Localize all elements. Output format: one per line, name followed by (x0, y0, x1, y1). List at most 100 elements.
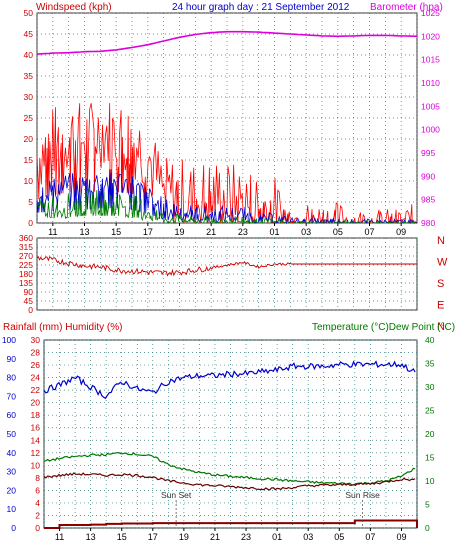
time-tick-label: 13 (86, 532, 96, 542)
temperature-tick-label: 40 (425, 335, 435, 345)
temperature-tick-label: 25 (425, 406, 435, 416)
windspeed-tick-label: 50 (24, 8, 34, 18)
time-tick-label: 23 (238, 227, 248, 237)
dewpoint-line (43, 472, 416, 491)
direction-tick-label: 315 (19, 242, 33, 252)
rainfall-tick-label: 70 (7, 391, 17, 401)
time-tick-label: 03 (301, 227, 311, 237)
wind-average-line (36, 169, 417, 225)
time-tick-label: 19 (179, 532, 189, 542)
humidity-tick-label: 16 (31, 423, 41, 433)
windspeed-tick-label: 25 (24, 113, 34, 123)
sun-annotations: Sun Set Sun Rise (161, 490, 380, 528)
barometer-line (36, 30, 418, 55)
time-tick-label: 09 (396, 227, 406, 237)
humidity-tick-label: 8 (35, 473, 40, 483)
humidity-tick-label: 20 (31, 398, 41, 408)
wind-series (36, 30, 418, 225)
humidity-tick-label: 6 (35, 485, 40, 495)
panel-grid (43, 339, 418, 529)
rainfall-tick-label: 40 (7, 448, 17, 458)
barometer-tick-label: 995 (421, 148, 435, 158)
humidity-tick-label: 18 (31, 410, 41, 420)
temperature-tick-label: 30 (425, 382, 435, 392)
direction-tick-label: 135 (19, 278, 33, 288)
humidity-tick-label: 0 (35, 523, 40, 533)
time-tick-label: 07 (365, 532, 375, 542)
barometer-tick-label: 985 (421, 195, 435, 205)
windspeed-tick-label: 15 (24, 155, 34, 165)
temperature-tick-label: 15 (425, 453, 435, 463)
direction-tick-label: 225 (19, 260, 33, 270)
temperature-tick-label: 35 (425, 359, 435, 369)
wind-low-line (36, 189, 417, 225)
time-tick-label: 19 (174, 227, 184, 237)
time-tick-label: 11 (48, 227, 57, 237)
rainfall-tick-label: 50 (7, 429, 17, 439)
direction-tick-label: 45 (24, 296, 34, 306)
temperature-tick-label: 0 (425, 523, 430, 533)
time-axis: 11 13 15 17 19 21 23 01 03 05 07 09 (55, 528, 406, 542)
humidity-tick-label: 2 (35, 510, 40, 520)
time-tick-label: 17 (143, 227, 153, 237)
humidity-tick-label: 12 (31, 448, 41, 458)
barometer-axis: 980 985 990 995 1000 1005 1010 1015 1020 1025 (421, 8, 440, 228)
rainfall-tick-label: 0 (11, 523, 16, 533)
graph-title: 24 hour graph day : 21 September 2012 (172, 2, 350, 13)
humidity-tick-label: 22 (31, 385, 41, 395)
wind-title: Windspeed (kph) (36, 2, 112, 13)
compass-letter: N (437, 321, 445, 333)
humidity-tick-label: 14 (31, 435, 41, 445)
windspeed-tick-label: 5 (28, 197, 33, 207)
windspeed-tick-label: 35 (24, 71, 34, 81)
barometer-title: Barometer (hpa) (370, 2, 443, 13)
compass-letter: W (437, 257, 448, 269)
direction-tick-label: 0 (28, 305, 33, 315)
time-axis: 11 13 15 17 19 21 23 01 03 05 07 09 (48, 223, 406, 237)
rainfall-tick-label: 90 (7, 354, 17, 364)
temperature-axis: 0 5 10 15 20 25 30 35 40 (425, 335, 435, 533)
direction-tick-label: 90 (24, 287, 34, 297)
time-tick-label: 15 (117, 532, 127, 542)
windspeed-tick-label: 20 (24, 134, 34, 144)
time-tick-label: 03 (303, 532, 313, 542)
temp-series (43, 360, 418, 529)
compass-letter: E (437, 300, 444, 312)
rainfall-line (44, 519, 418, 529)
time-tick-label: 05 (333, 227, 343, 237)
barometer-tick-label: 1005 (421, 101, 440, 111)
humidity-line (43, 360, 416, 400)
time-tick-label: 01 (269, 227, 279, 237)
direction-tick-label: 270 (19, 251, 33, 261)
barometer-tick-label: 980 (421, 218, 435, 228)
rainfall-tick-label: 20 (7, 485, 17, 495)
time-tick-label: 07 (364, 227, 374, 237)
temperature-tick-label: 5 (425, 500, 430, 510)
rainfall-tick-label: 80 (7, 373, 17, 383)
temp-dewpoint-title: Temperature (°C)Dew Point (°C) (312, 322, 455, 333)
rainfall-tick-label: 60 (7, 410, 17, 420)
barometer-tick-label: 1000 (421, 125, 440, 135)
temperature-tick-label: 20 (425, 429, 435, 439)
temperature-tick-label: 10 (425, 476, 435, 486)
windspeed-tick-label: 40 (24, 50, 34, 60)
direction-tick-label: 360 (19, 233, 33, 243)
rainfall-axis: 0 10 20 30 40 50 60 70 80 90 100 (2, 335, 16, 533)
time-tick-label: 17 (148, 532, 158, 542)
windspeed-axis: 0 5 10 15 20 25 30 35 40 45 50 (24, 8, 34, 228)
humidity-tick-label: 28 (31, 348, 41, 358)
barometer-tick-label: 1025 (421, 8, 440, 18)
time-tick-label: 15 (111, 227, 121, 237)
time-tick-label: 05 (334, 532, 344, 542)
windspeed-tick-label: 0 (28, 218, 33, 228)
rain-humidity-title: Rainfall (mm) Humidity (%) (3, 322, 122, 333)
compass-letter: S (437, 278, 444, 290)
humidity-tick-label: 4 (35, 498, 40, 508)
time-tick-label: 09 (396, 532, 406, 542)
windspeed-tick-label: 45 (24, 29, 34, 39)
